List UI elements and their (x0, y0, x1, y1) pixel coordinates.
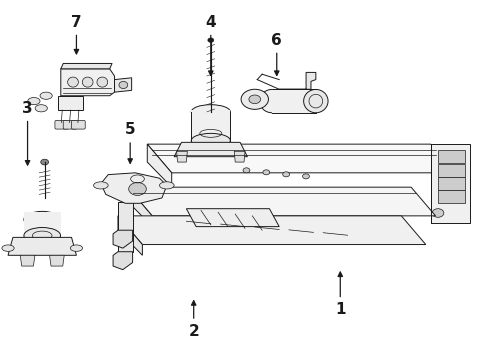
Polygon shape (101, 173, 167, 203)
Circle shape (208, 38, 214, 42)
Circle shape (263, 170, 270, 175)
Polygon shape (58, 96, 83, 110)
Bar (438, 190, 465, 203)
FancyBboxPatch shape (272, 89, 316, 113)
Polygon shape (176, 151, 187, 162)
Ellipse shape (94, 182, 108, 189)
Bar (438, 164, 465, 177)
Circle shape (241, 89, 269, 109)
Polygon shape (128, 187, 436, 216)
Polygon shape (234, 151, 245, 162)
Polygon shape (128, 187, 152, 226)
Polygon shape (186, 209, 279, 226)
Polygon shape (61, 69, 115, 96)
Text: 7: 7 (71, 15, 82, 54)
Ellipse shape (28, 98, 40, 105)
Polygon shape (174, 142, 247, 157)
Text: 6: 6 (271, 33, 282, 75)
Circle shape (129, 183, 147, 195)
Bar (438, 150, 465, 163)
Ellipse shape (191, 134, 230, 148)
Text: 5: 5 (125, 122, 136, 163)
Circle shape (249, 95, 261, 104)
Ellipse shape (24, 211, 61, 228)
Polygon shape (118, 216, 143, 255)
Polygon shape (431, 144, 470, 223)
Text: 1: 1 (335, 272, 345, 317)
Circle shape (243, 168, 250, 173)
Ellipse shape (71, 245, 82, 251)
Ellipse shape (191, 105, 230, 119)
Polygon shape (118, 216, 426, 244)
Polygon shape (8, 237, 76, 255)
Ellipse shape (159, 182, 174, 189)
Polygon shape (279, 72, 316, 89)
Polygon shape (113, 252, 133, 270)
Ellipse shape (2, 245, 14, 251)
Polygon shape (113, 230, 133, 248)
Ellipse shape (40, 92, 52, 99)
Bar (438, 177, 465, 190)
Polygon shape (20, 255, 35, 266)
Polygon shape (147, 144, 172, 187)
FancyBboxPatch shape (191, 110, 230, 140)
FancyBboxPatch shape (72, 121, 85, 129)
FancyBboxPatch shape (24, 212, 61, 235)
Ellipse shape (304, 89, 328, 113)
FancyBboxPatch shape (55, 121, 69, 129)
Ellipse shape (35, 105, 48, 112)
Ellipse shape (82, 77, 93, 87)
Ellipse shape (24, 228, 61, 244)
Polygon shape (147, 144, 455, 173)
Text: 2: 2 (188, 301, 199, 339)
Ellipse shape (68, 77, 78, 87)
Circle shape (432, 209, 444, 217)
Circle shape (283, 172, 290, 177)
FancyBboxPatch shape (63, 121, 77, 129)
Polygon shape (115, 78, 132, 92)
Polygon shape (118, 202, 133, 252)
Circle shape (41, 159, 49, 165)
Ellipse shape (119, 81, 128, 89)
Ellipse shape (260, 89, 284, 113)
Polygon shape (61, 63, 112, 69)
Ellipse shape (97, 77, 108, 87)
Text: 4: 4 (205, 15, 216, 75)
Text: 3: 3 (22, 101, 33, 165)
Circle shape (302, 174, 309, 179)
Polygon shape (49, 255, 64, 266)
